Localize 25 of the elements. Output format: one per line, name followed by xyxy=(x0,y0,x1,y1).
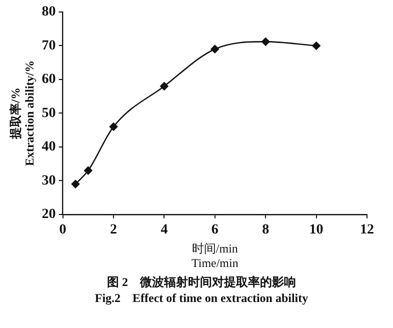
y-axis-title: 提取率/% Extraction ability/% xyxy=(8,60,37,166)
caption: Fig.2 Effect of time on extraction ability xyxy=(94,290,310,306)
x-tick-label: 0 xyxy=(59,222,66,238)
caption: 图 2 微波辐射时间对提取率的影响 xyxy=(106,274,297,290)
y-tick-label: 40 xyxy=(42,140,56,155)
y-tick-label: 50 xyxy=(42,106,56,121)
point xyxy=(261,38,270,46)
point xyxy=(109,122,118,131)
y-tick-label: 30 xyxy=(42,173,56,188)
point xyxy=(160,82,168,90)
x-tick-label: 2 xyxy=(110,222,117,238)
point xyxy=(210,44,220,54)
y-tick-label: 70 xyxy=(42,38,56,54)
x-tick-label: 8 xyxy=(262,222,270,238)
x-axis-title: 时间/min Time/min xyxy=(191,242,238,270)
y-tick-label: 80 xyxy=(42,4,56,20)
point xyxy=(71,180,80,188)
x-tick-label: 6 xyxy=(211,222,218,238)
x-tick-label: 10 xyxy=(309,222,324,238)
x-tick-label: 12 xyxy=(360,222,374,238)
point xyxy=(84,166,92,175)
point xyxy=(312,42,320,50)
y-tick-label: 60 xyxy=(42,72,56,88)
x-tick-label: 4 xyxy=(160,222,168,238)
y-tick-label: 20 xyxy=(42,207,56,222)
